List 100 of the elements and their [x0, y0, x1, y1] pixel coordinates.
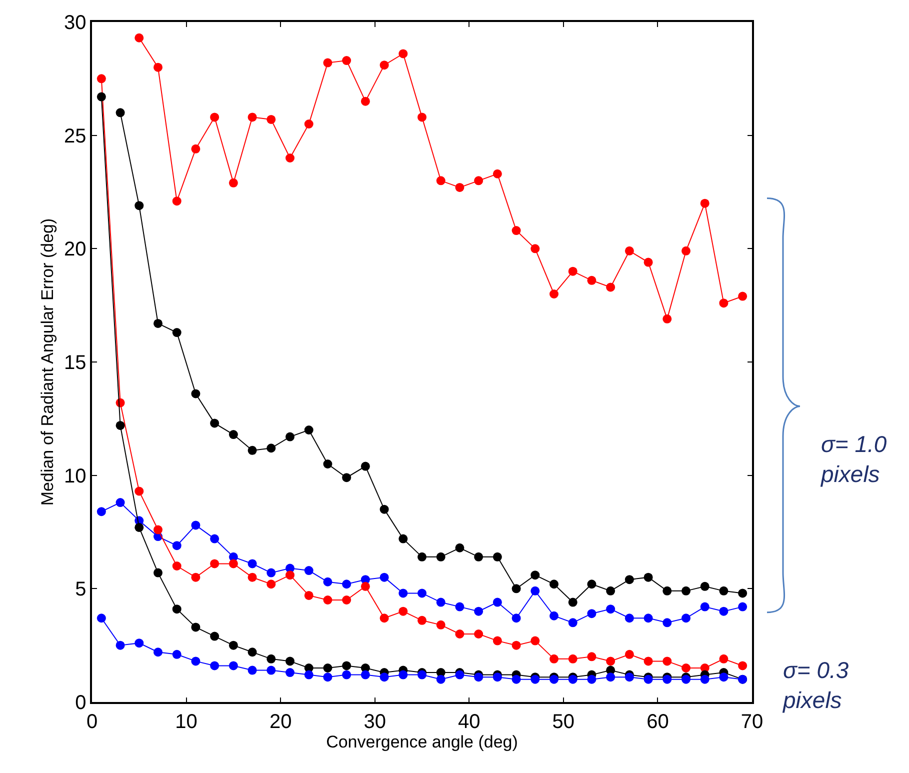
point [662, 618, 672, 628]
point [587, 609, 596, 618]
point [172, 196, 182, 206]
point [436, 552, 446, 562]
point [474, 176, 484, 186]
point [492, 552, 502, 562]
point [304, 426, 314, 434]
y-axis-title: Median of Radiant Angular Error (deg) [38, 218, 58, 506]
point [191, 572, 200, 582]
point [682, 614, 690, 623]
point [644, 656, 653, 666]
x-tick-label: 30 [364, 710, 386, 733]
point [530, 586, 540, 596]
point [587, 652, 596, 662]
point [191, 656, 200, 666]
point [719, 672, 728, 682]
x-tick-label: 60 [646, 710, 669, 733]
point [134, 638, 144, 648]
point [323, 460, 332, 468]
point [360, 96, 370, 106]
point [210, 112, 220, 122]
point [606, 656, 616, 666]
point [134, 201, 144, 210]
point [606, 604, 616, 614]
point [512, 584, 521, 594]
point [380, 614, 389, 623]
point [228, 178, 238, 188]
point [474, 552, 484, 562]
point [550, 654, 558, 664]
point [172, 541, 182, 550]
point [550, 611, 558, 620]
point [248, 648, 257, 657]
point [418, 112, 426, 122]
point [210, 632, 220, 641]
x-tick-label: 10 [175, 710, 198, 733]
point [398, 588, 408, 598]
point [248, 666, 257, 675]
point [398, 534, 408, 544]
point [662, 586, 672, 596]
point [587, 674, 596, 684]
point [455, 630, 464, 638]
point [286, 570, 294, 580]
point [474, 672, 484, 682]
point [624, 246, 634, 256]
point [191, 622, 200, 632]
point [492, 169, 502, 178]
y-tick-label: 10 [64, 465, 86, 488]
point [323, 664, 332, 672]
point [455, 602, 464, 612]
point [154, 648, 162, 657]
point [323, 672, 332, 682]
point [738, 661, 748, 670]
text: σ= 0.3 pixels [782, 657, 849, 713]
point [606, 672, 616, 682]
point [323, 596, 332, 604]
point [719, 606, 728, 616]
point [266, 580, 276, 589]
point [323, 58, 332, 68]
point [323, 577, 332, 586]
point [624, 575, 634, 584]
point [380, 504, 389, 514]
point [492, 636, 502, 646]
point [360, 462, 370, 471]
x-tick-label: 50 [552, 710, 575, 733]
point [474, 606, 484, 616]
point [116, 640, 125, 650]
point [644, 572, 653, 582]
point [512, 674, 521, 684]
point [191, 520, 200, 530]
point [530, 636, 540, 646]
point [380, 60, 389, 70]
x-tick-label: 20 [269, 710, 292, 733]
point [398, 670, 408, 680]
point [342, 580, 352, 589]
point [568, 654, 578, 664]
point [719, 298, 728, 308]
point [266, 568, 276, 578]
point [96, 74, 106, 84]
point [286, 432, 294, 442]
point [624, 672, 634, 682]
point [587, 580, 596, 589]
point [512, 640, 521, 650]
point [248, 112, 257, 122]
point [682, 246, 690, 256]
point [568, 618, 578, 628]
point [360, 582, 370, 591]
point [550, 290, 558, 298]
point [96, 614, 106, 623]
point [191, 389, 200, 398]
point [398, 49, 408, 58]
point [568, 266, 578, 276]
point [719, 586, 728, 596]
point [700, 582, 710, 591]
point [418, 588, 426, 598]
point [304, 120, 314, 128]
point [436, 176, 446, 186]
point [455, 543, 464, 552]
point [172, 604, 182, 614]
point [738, 588, 748, 598]
point [418, 552, 426, 562]
